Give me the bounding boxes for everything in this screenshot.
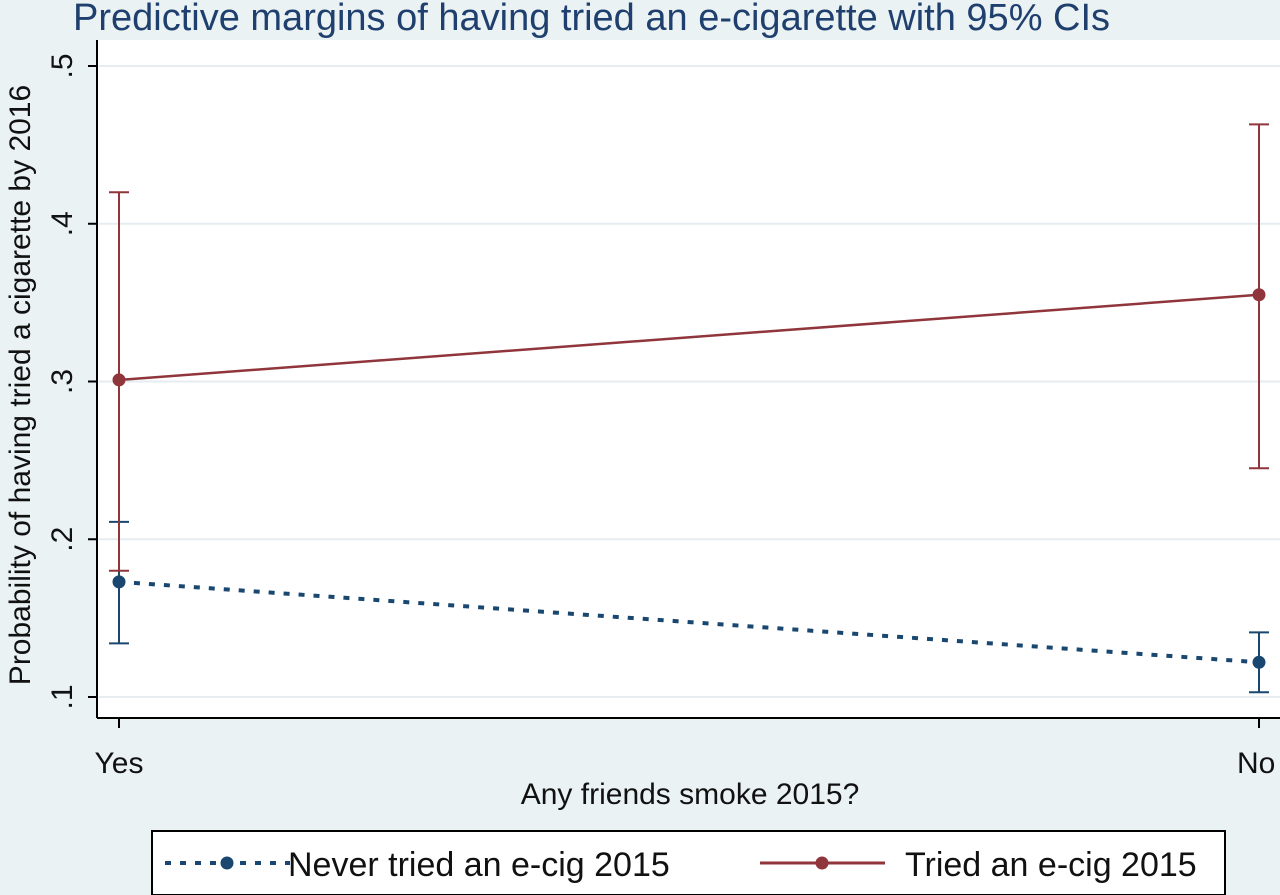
data-point: [1252, 288, 1266, 302]
legend-label-never: Never tried an e-cig 2015: [288, 846, 670, 884]
y-tick-label: .5: [46, 53, 79, 78]
y-axis-label: Probability of having tried a cigarette …: [4, 85, 37, 685]
grid: [99, 65, 1280, 698]
x-tick-label: Yes: [95, 747, 144, 780]
legend-box: [151, 830, 1226, 895]
x-tick-label: No: [1237, 747, 1275, 780]
legend: Never tried an e-cig 2015 Tried an e-cig…: [151, 830, 1226, 895]
data-point: [112, 373, 126, 387]
y-tick-label: .3: [46, 369, 79, 394]
legend-marker-tried: [815, 856, 829, 870]
series-never-tried: [109, 520, 1269, 694]
x-ticks: Yes No: [95, 718, 1275, 780]
y-tick-label: .1: [46, 684, 79, 709]
series-line: [118, 293, 1260, 382]
legend-marker-never: [220, 856, 234, 870]
y-ticks: .1 .2 .3 .4 .5: [46, 53, 97, 710]
series-tried: [109, 123, 1269, 572]
x-axis-label: Any friends smoke 2015?: [521, 778, 860, 811]
y-tick-label: .2: [46, 527, 79, 552]
legend-label-tried: Tried an e-cig 2015: [905, 846, 1197, 884]
series-layer: [109, 123, 1269, 694]
y-tick-label: .4: [46, 211, 79, 236]
data-point: [112, 575, 126, 589]
chart-title: Predictive margins of having tried an e-…: [73, 0, 1110, 39]
series-line: [118, 579, 1260, 665]
plot-area: [97, 40, 1280, 718]
data-point: [1252, 655, 1266, 669]
